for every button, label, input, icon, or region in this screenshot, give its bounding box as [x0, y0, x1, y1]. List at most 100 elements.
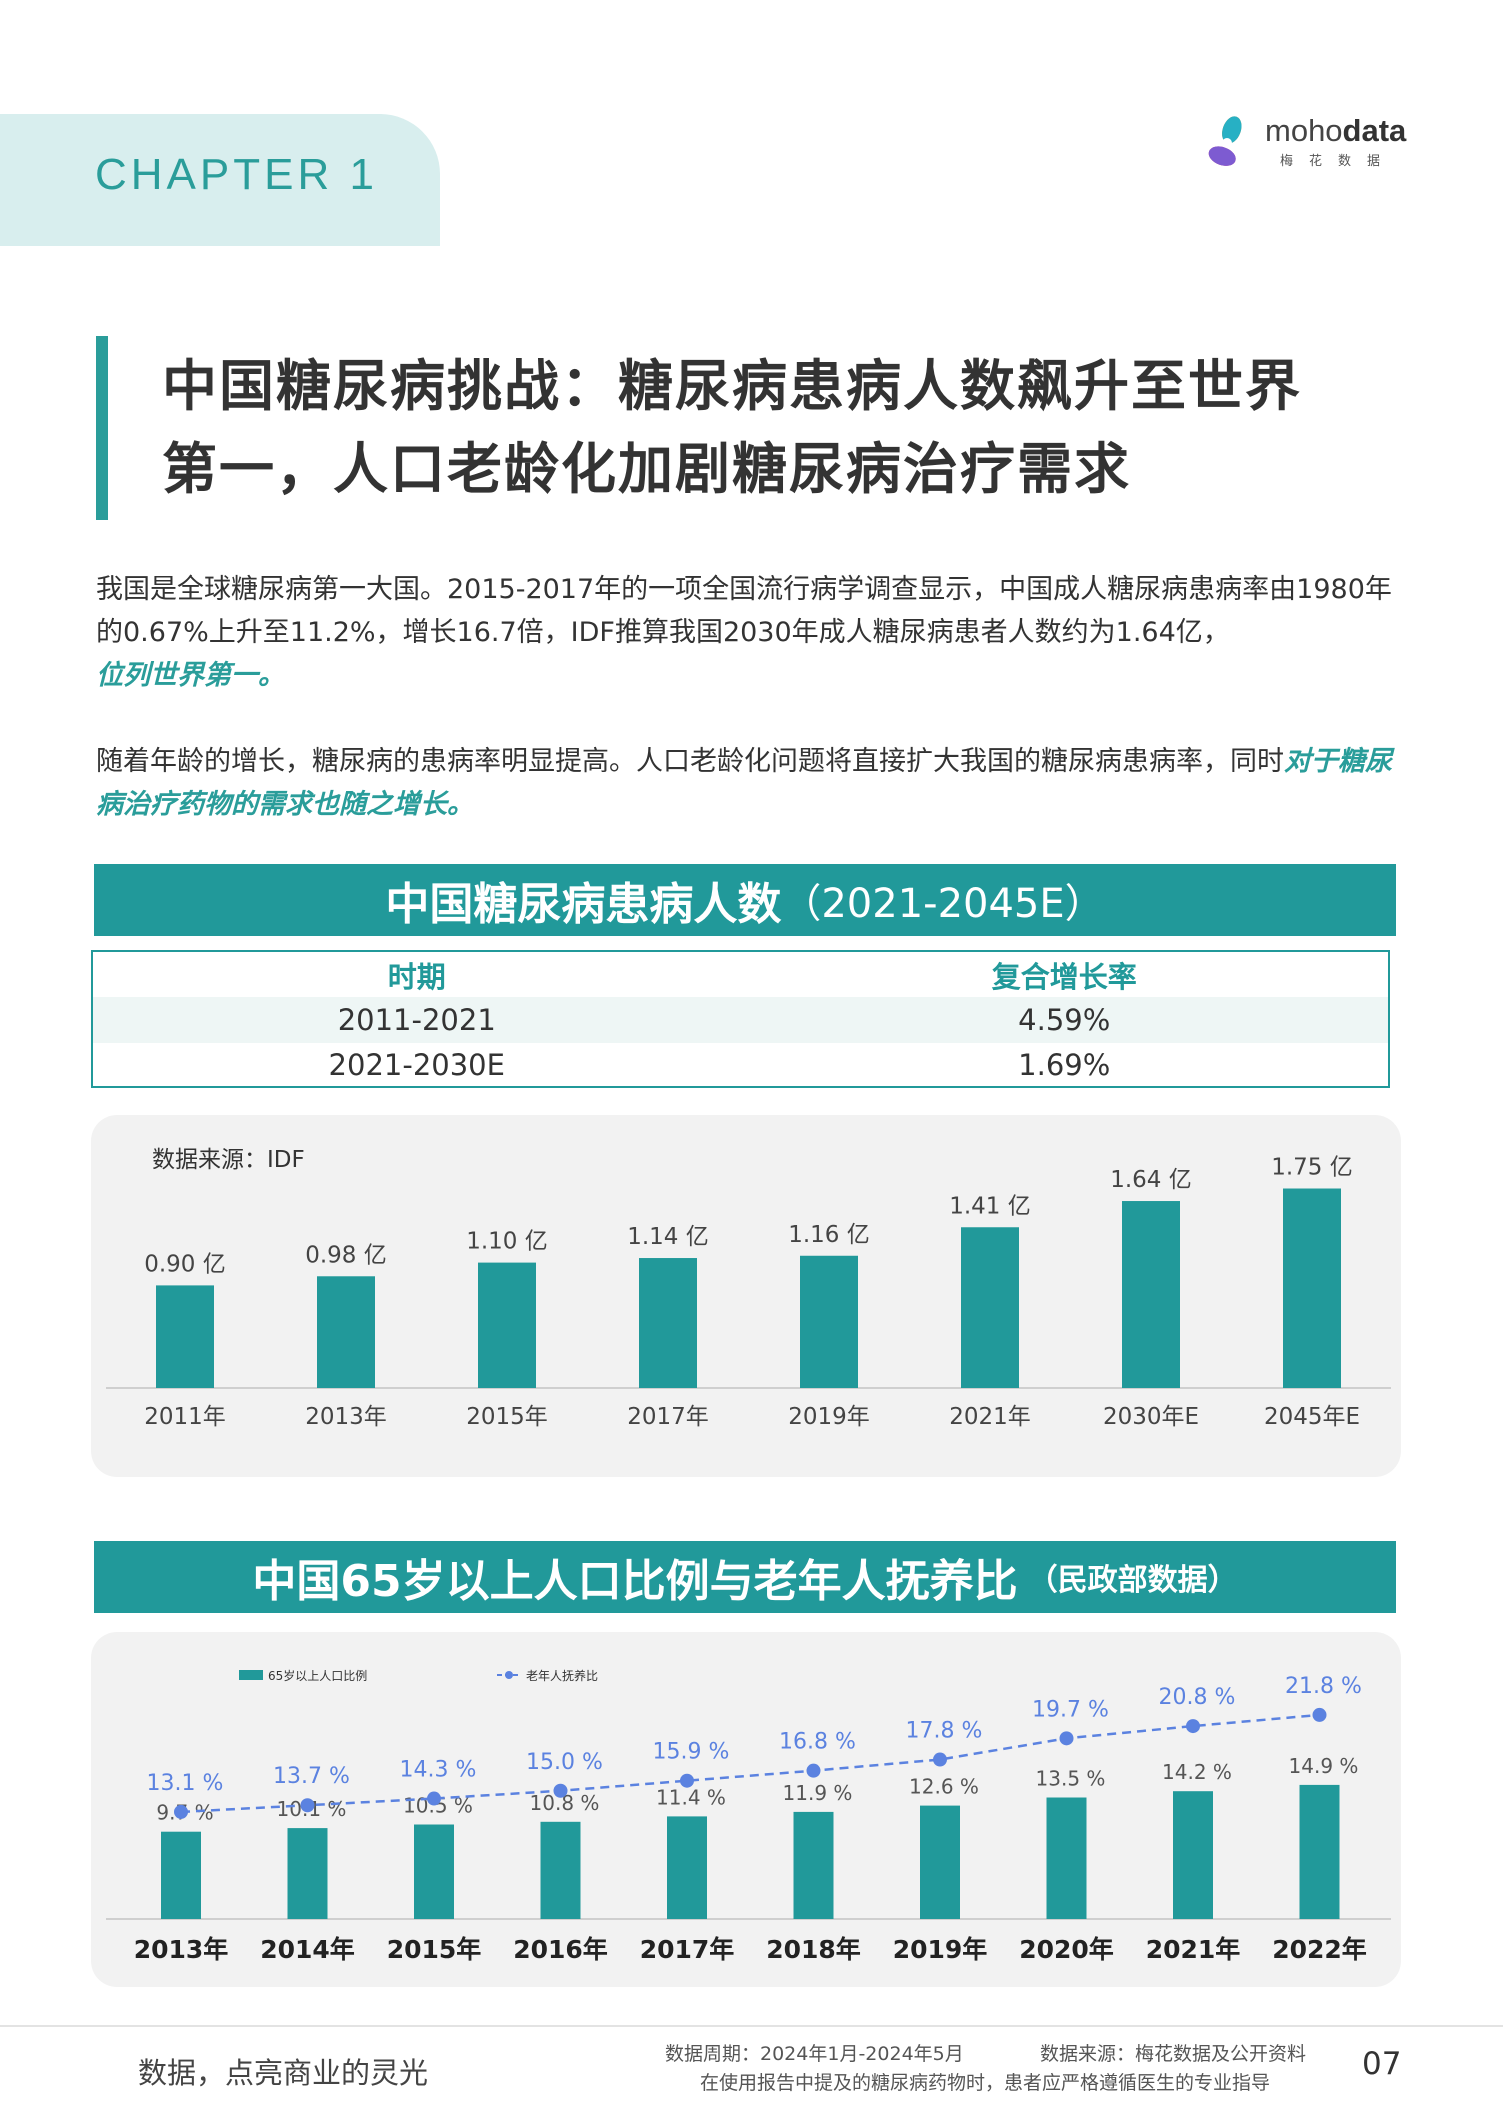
banner-subtitle: （民政部数据）	[1027, 1563, 1238, 1598]
bar	[793, 1811, 834, 1919]
footer-slogan: 数据，点亮商业的灵光	[138, 2056, 429, 2090]
line-value-label: 20.8 %	[1159, 1685, 1236, 1710]
line-value-label: 13.1 %	[147, 1771, 224, 1796]
bar	[1046, 1797, 1087, 1919]
x-tick-label: 2016年	[513, 1935, 608, 1964]
table-header-cell: 时期	[387, 960, 446, 994]
banner-title: 中国65岁以上人口比例与老年人抚养比	[252, 1556, 1018, 1607]
x-tick-label: 2019年	[893, 1935, 988, 1964]
page-number: 07	[1362, 2046, 1402, 2082]
banner-title: 中国糖尿病患病人数	[385, 879, 782, 930]
bar-value-label: 1.10 亿	[466, 1229, 548, 1255]
headline-accent-bar	[96, 336, 108, 520]
x-tick-label: 2019年	[788, 1404, 870, 1430]
x-tick-label: 2011年	[144, 1404, 226, 1430]
aging-text: 随着年龄的增长，糖尿病的患病率明显提高。人口老龄化问题将直接扩大我国的糖尿病患病…	[96, 746, 1284, 777]
bar	[1173, 1791, 1213, 1919]
section-banner-diabetes: 中国糖尿病患病人数 （2021-2045E）	[94, 864, 1396, 936]
x-tick-label: 2021年	[949, 1404, 1031, 1430]
bar-value-label: 0.98 亿	[305, 1242, 387, 1268]
x-tick-label: 2015年	[387, 1935, 482, 1964]
line-point	[1186, 1719, 1200, 1734]
diabetes-bar-chart: 0.90 亿 2011年 0.98 亿 2013年 1.10 亿 2015年 1.14 亿 2…	[106, 1155, 1391, 1430]
intro-text: 我国是全球糖尿病第一大国。2015-2017年的一项全国流行病学调查显示，中国成…	[96, 574, 1392, 648]
line-value-label: 14.3 %	[400, 1758, 477, 1783]
bar-value-label: 13.5 %	[1036, 1767, 1106, 1791]
bar-value-label: 14.9 %	[1289, 1754, 1359, 1778]
logo-wordmark: mohodata	[1265, 113, 1407, 148]
legend-label: 老年人抚养比	[526, 1668, 598, 1683]
series-line	[180, 1713, 1320, 1814]
bar-value-label: 1.41 亿	[949, 1193, 1031, 1219]
table-header-row: 时期 复合增长率	[93, 952, 1388, 998]
logo-flower-icon	[1208, 116, 1242, 166]
bar	[667, 1816, 707, 1919]
headline-line-1: 中国糖尿病挑战：糖尿病患病人数飙升至世界	[162, 354, 1303, 418]
section-banner-aging: 中国65岁以上人口比例与老年人抚养比 （民政部数据）	[94, 1541, 1396, 1613]
x-tick-label: 2017年	[627, 1404, 709, 1430]
bar	[414, 1824, 454, 1919]
bar	[478, 1262, 536, 1388]
page-headline: 中国糖尿病挑战：糖尿病患病人数飙升至世界 第一，人口老龄化加剧糖尿病治疗需求	[162, 345, 1422, 511]
x-tick-label: 2013年	[134, 1935, 229, 1964]
bar	[920, 1805, 960, 1919]
bar-value-label: 14.2 %	[1162, 1760, 1232, 1784]
footer-disclaimer: 在使用报告中提及的糖尿病药物时，患者应严格遵循医生的专业指导	[700, 2072, 1271, 2094]
footer-data-period: 数据周期：2024年1月-2024年5月	[665, 2043, 964, 2065]
line-point	[174, 1804, 188, 1819]
x-tick-label: 2018年	[766, 1935, 861, 1964]
bar	[961, 1227, 1019, 1388]
line-value-label: 21.8 %	[1285, 1674, 1362, 1699]
bar-value-label: 1.14 亿	[627, 1224, 709, 1250]
aging-highlight: 对于糖尿病治疗药物的需求也随之增长。	[96, 746, 1392, 820]
bar	[1283, 1188, 1341, 1388]
line-point	[680, 1773, 694, 1788]
footer-divider	[0, 2025, 1503, 2027]
table-cell: 2011-2021	[337, 1003, 496, 1037]
table-cell: 4.59%	[1018, 1003, 1111, 1037]
line-value-label: 17.8 %	[906, 1719, 983, 1744]
bar-value-label: 1.16 亿	[788, 1222, 870, 1248]
table-cell: 1.69%	[1018, 1048, 1111, 1082]
chart-source-note: 数据来源：IDF	[152, 1147, 305, 1173]
line-value-label: 15.9 %	[653, 1740, 730, 1765]
bar	[287, 1828, 328, 1919]
x-tick-label: 2015年	[466, 1404, 548, 1430]
bar-value-label: 1.64 亿	[1110, 1167, 1192, 1193]
line-value-label: 13.7 %	[273, 1764, 350, 1789]
logo-subtitle: 梅花数据	[1280, 154, 1397, 169]
bar	[161, 1831, 201, 1919]
line-point	[427, 1791, 441, 1806]
chapter-label: CHAPTER 1	[95, 150, 378, 199]
line-point	[300, 1798, 315, 1813]
x-tick-label: 2045年E	[1264, 1404, 1360, 1430]
line-value-label: 15.0 %	[526, 1750, 603, 1775]
x-tick-label: 2017年	[640, 1935, 735, 1964]
table-row: 2011-2021 4.59%	[93, 997, 1388, 1043]
line-point	[1312, 1707, 1327, 1722]
banner-subtitle: （2021-2045E）	[781, 881, 1105, 927]
x-tick-label: 2021年	[1146, 1935, 1241, 1964]
bar	[540, 1821, 581, 1919]
growth-rate-table: 时期 复合增长率 2011-2021 4.59% 2021-2030E 1.69…	[91, 950, 1390, 1088]
bar	[639, 1258, 697, 1388]
legend-label: 65岁以上人口比例	[268, 1668, 367, 1683]
bar-value-label: 1.75 亿	[1271, 1155, 1353, 1181]
x-tick-label: 2030年E	[1103, 1404, 1199, 1430]
line-point	[933, 1752, 947, 1767]
bar	[317, 1276, 375, 1388]
legend-swatch-bar	[239, 1670, 263, 1680]
headline-line-2: 第一，人口老龄化加剧糖尿病治疗需求	[162, 437, 1132, 501]
bar-value-label: 11.9 %	[783, 1781, 853, 1805]
line-value-label: 19.7 %	[1032, 1697, 1109, 1722]
bar-value-label: 12.6 %	[909, 1775, 979, 1799]
x-tick-label: 2020年	[1019, 1935, 1114, 1964]
bar-value-label: 0.90 亿	[144, 1251, 226, 1277]
aging-paragraph: 随着年龄的增长，糖尿病的患病率明显提高。人口老龄化问题将直接扩大我国的糖尿病患病…	[96, 740, 1416, 826]
table-row: 2021-2030E 1.69%	[93, 1042, 1388, 1088]
bar	[156, 1285, 214, 1388]
x-tick-label: 2013年	[305, 1404, 387, 1430]
line-value-label: 16.8 %	[779, 1730, 856, 1755]
legend-marker	[505, 1671, 513, 1679]
